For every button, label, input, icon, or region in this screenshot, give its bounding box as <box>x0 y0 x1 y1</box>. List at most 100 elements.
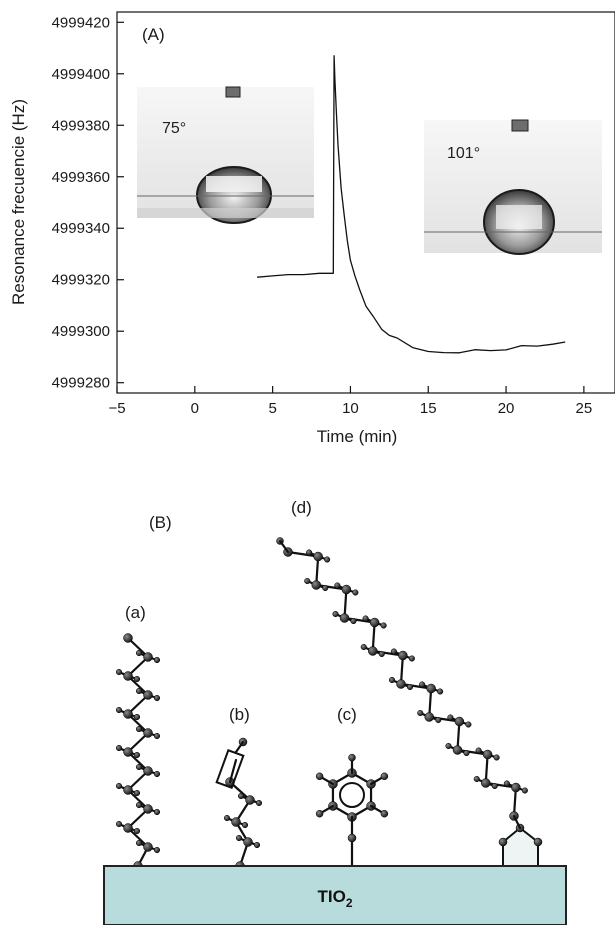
atom <box>348 753 356 762</box>
panel-a-chart: 4999280 4999300 4999320 4999340 4999360 49993… <box>9 11 615 446</box>
atom <box>426 683 436 694</box>
substrate-label: TIO2 <box>317 887 352 910</box>
atom <box>465 721 472 728</box>
inset-left-droplet-highlight <box>206 176 262 192</box>
y-tick-label: 4999300 <box>52 323 110 340</box>
bond <box>512 786 517 818</box>
atom <box>245 795 255 805</box>
atom <box>521 787 528 794</box>
atom <box>253 841 261 849</box>
atom <box>135 801 143 809</box>
x-tick-label: 15 <box>420 400 437 417</box>
atom <box>454 716 465 727</box>
molecule-a-alkyl-chain <box>115 633 161 871</box>
x-axis-title: Time (min) <box>317 427 398 446</box>
inset-left-needle <box>225 86 241 98</box>
contact-angle-inset-right: 101° <box>424 119 602 255</box>
atom <box>350 617 357 625</box>
bond <box>234 740 245 754</box>
atom <box>447 714 454 721</box>
atom <box>153 808 161 816</box>
inset-right-angle-label: 101° <box>447 145 480 162</box>
atom <box>332 610 339 618</box>
atom <box>352 589 359 596</box>
atom <box>362 615 369 622</box>
inset-left-substrate-shadow <box>137 208 314 218</box>
atom <box>341 584 352 595</box>
atom <box>368 646 378 656</box>
atom <box>123 709 133 719</box>
frequency-series-line <box>257 55 566 354</box>
anchor-group <box>502 826 539 866</box>
atom <box>498 837 508 847</box>
atom <box>123 633 133 643</box>
atom <box>493 754 500 761</box>
molecule-c-benzene-ring <box>315 753 389 868</box>
panel-b-label: (B) <box>149 513 172 532</box>
atom <box>243 837 253 847</box>
atom <box>304 577 311 585</box>
bond <box>278 539 290 554</box>
atom <box>135 725 143 733</box>
atom <box>133 789 141 797</box>
atom <box>315 809 324 818</box>
atom <box>143 728 153 738</box>
x-tick-label: 10 <box>342 400 359 417</box>
atom <box>223 814 231 822</box>
atom <box>398 650 408 661</box>
y-tick-label: 4999420 <box>52 14 110 31</box>
x-axis-ticks: −5 0 5 10 15 20 25 <box>108 386 592 417</box>
y-tick-label: 4999280 <box>52 375 110 392</box>
atom <box>339 613 350 623</box>
atom <box>419 681 426 688</box>
inset-right-droplet-highlight <box>496 205 542 229</box>
atom <box>123 747 133 757</box>
atom <box>445 742 452 750</box>
atom <box>143 690 153 700</box>
atom <box>463 749 470 757</box>
y-tick-label: 4999360 <box>52 169 110 186</box>
atom <box>123 671 133 681</box>
atom <box>235 834 243 842</box>
bond <box>286 550 320 558</box>
bond <box>371 621 376 653</box>
y-axis-ticks: 4999280 4999300 4999320 4999340 4999360 49993… <box>52 14 124 392</box>
tio2-substrate: TIO2 <box>103 865 567 925</box>
atom <box>115 782 123 790</box>
atom <box>241 821 249 829</box>
substrate-label-main: TIO <box>317 887 345 906</box>
atom <box>255 799 263 807</box>
atom <box>115 744 123 752</box>
atom <box>369 617 380 628</box>
atom <box>406 683 414 691</box>
atom <box>133 751 141 759</box>
atom <box>153 846 161 854</box>
y-axis-title: Resonance frecuencie (Hz) <box>9 99 28 305</box>
atom <box>347 833 357 843</box>
atom <box>115 668 123 676</box>
atom <box>123 823 133 833</box>
x-tick-label: 0 <box>191 400 199 417</box>
x-tick-label: 20 <box>498 400 515 417</box>
atom <box>482 749 493 760</box>
bond <box>484 753 489 785</box>
x-tick-label: 25 <box>576 400 593 417</box>
atom <box>396 679 406 689</box>
atom <box>153 694 161 702</box>
atom <box>153 656 161 664</box>
molecule-d-label: (d) <box>291 498 312 517</box>
molecule-b-label: (b) <box>229 705 250 724</box>
panel-a-label: (A) <box>142 25 165 44</box>
atom <box>135 687 143 695</box>
atom <box>135 839 143 847</box>
atom <box>231 817 241 827</box>
inset-right-needle <box>511 119 529 132</box>
atom <box>511 782 521 793</box>
atom <box>435 716 442 724</box>
molecule-a-label: (a) <box>125 603 146 622</box>
atom <box>408 655 415 662</box>
atom <box>315 772 324 781</box>
substrate-label-subscript: 2 <box>346 896 353 910</box>
atom <box>324 556 331 563</box>
